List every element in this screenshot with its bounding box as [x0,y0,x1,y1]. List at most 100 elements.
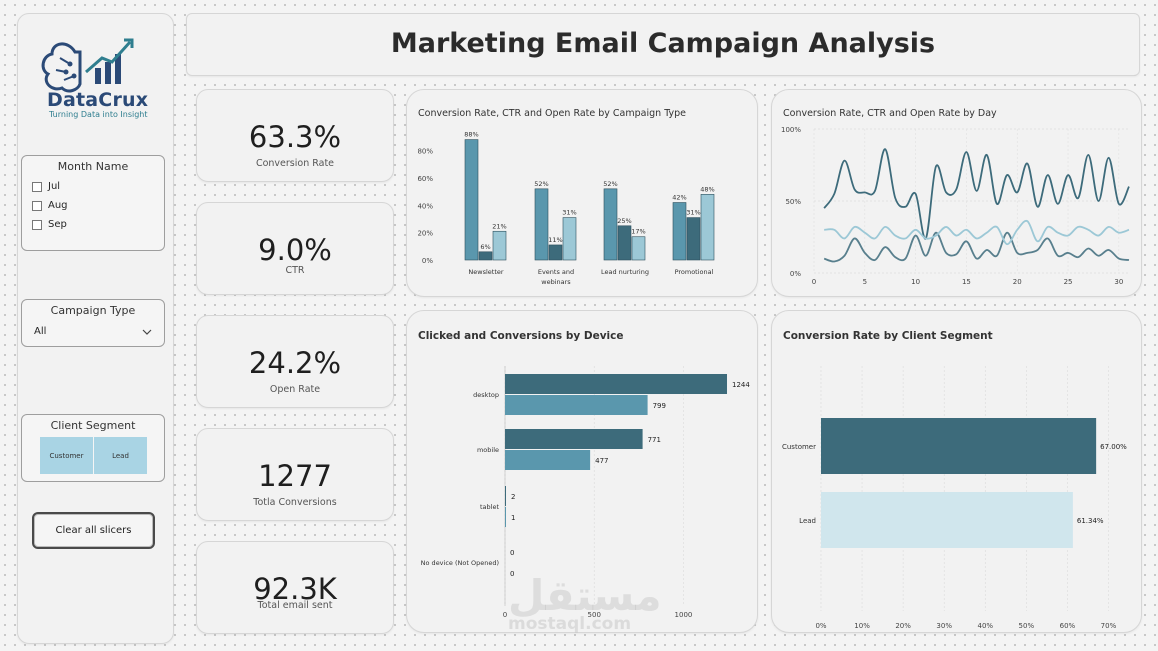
y-tick-label: No device (Not Opened) [421,559,499,567]
month-slicer-title: Month Name [57,160,129,173]
kpi-value: 9.0% [258,233,332,267]
month-option-label: Aug [48,200,68,211]
data-label: 25% [617,217,631,225]
segment-slicer-title: Client Segment [50,419,136,432]
clear-all-slicers-button[interactable]: Clear all slicers [32,512,155,549]
checkbox-icon[interactable] [32,219,42,230]
bar [505,395,648,415]
data-label: 0 [510,570,514,578]
data-label: 48% [700,185,714,193]
bar [686,217,701,261]
bar [548,244,563,261]
series-line [823,231,1130,263]
kpi-total-email-sent: 92.3K Total email sent [196,541,394,634]
x-tick-label: 60% [1060,622,1076,630]
segment-tile-customer[interactable]: Customer [40,437,93,474]
x-tick-label: 500 [588,611,601,619]
bar [505,374,728,394]
x-tick-label: Promotional [675,268,714,276]
checkbox-icon[interactable] [32,200,42,211]
brand-tagline: Turning Data into Insight [49,110,148,119]
month-option-label: Sep [48,219,67,230]
data-label: 31% [562,209,576,217]
data-label: 2 [511,493,515,501]
kpi-label: Totla Conversions [253,497,337,508]
bar [603,188,618,261]
data-label: 17% [631,228,645,236]
kpi-total-conversions: 1277 Totla Conversions [196,428,394,521]
chart-title: Clicked and Conversions by Device [418,330,624,342]
x-tick-label: 50% [1019,622,1035,630]
x-tick-label: 20% [895,622,911,630]
y-tick-label: Customer [782,443,816,451]
bar [505,429,643,449]
segment-bar-chart: 0% 10% 20% 30% 40% 50% 60% 70% Customer 67.00% Lea… [782,366,1127,630]
y-tick-label: 40% [417,202,433,210]
checkbox-icon[interactable] [32,181,42,192]
series-line [824,219,1130,246]
x-tick-label: 25 [1064,278,1073,286]
x-tick-label: 0 [812,278,816,286]
month-option-jul[interactable]: Jul [22,177,164,196]
data-label: 799 [653,402,666,410]
segment-tile-lead[interactable]: Lead [94,437,147,474]
month-slicer: Month Name Jul Aug Sep [21,155,165,251]
x-tick-label: 70% [1101,622,1117,630]
x-tick-label: 30 [1114,278,1123,286]
x-tick-label: 15 [962,278,971,286]
daily-line-chart: 0% 50% 100% 0 5 10 15 20 25 30 [781,126,1130,286]
data-label: 61.34% [1077,517,1104,525]
bar [505,507,506,527]
bar [821,492,1073,548]
x-tick-label: Newsletter [468,268,503,276]
kpi-conversion-rate: 63.3% Conversion Rate [196,89,394,182]
month-option-aug[interactable]: Aug [22,196,164,215]
watermark-arabic: مستقل [508,571,662,620]
x-tick-label: 10 [911,278,920,286]
bar [562,217,577,261]
segment-chart-card: Conversion Rate by Client Segment 0% 10% 2… [771,310,1142,633]
y-tick-label: mobile [477,446,499,454]
campaign-type-dropdown[interactable]: All [30,322,156,341]
device-chart-card: Clicked and Conversions by Device 0 500 1 0… [406,310,758,633]
data-label: 21% [492,222,506,230]
daily-chart-card: Conversion Rate, CTR and Open Rate by Da… [771,89,1142,297]
x-tick-label: Lead nurturing [601,268,649,276]
data-label: 1244 [732,381,750,389]
y-tick-label: Lead [799,517,816,525]
kpi-ctr: 9.0% CTR [196,202,394,295]
data-label: 67.00% [1100,443,1127,451]
bar [505,486,506,506]
kpi-value: 24.2% [248,346,342,380]
data-label: 1 [511,514,515,522]
bar [492,230,507,261]
y-tick-label: 50% [785,198,801,206]
kpi-value: 63.3% [248,120,342,154]
data-label: 88% [464,131,478,139]
client-segment-slicer: Client Segment Customer Lead [21,414,165,482]
brain-growth-chart-icon [41,38,134,93]
data-label: 11% [548,236,562,244]
y-tick-label: 0% [422,257,433,265]
campaign-type-chart: 0% 20% 40% 60% 80% 88% 6% 21% Newsletter 52% 11% 31… [417,131,714,286]
kpi-label: Conversion Rate [255,158,335,169]
bar [505,450,591,470]
campaign-type-chart-card: Conversion Rate, CTR and Open Rate by Ca… [406,89,758,297]
bar [672,202,687,261]
chart-title: Conversion Rate, CTR and Open Rate by Ca… [418,108,687,119]
data-label: 0 [510,549,514,557]
month-option-label: Jul [48,181,61,192]
bar [478,251,493,261]
kpi-label: Total email sent [257,600,333,611]
data-label: 477 [595,457,608,465]
title-banner: Marketing Email Campaign Analysis [186,13,1140,76]
bar [631,236,646,261]
data-label: 52% [534,180,548,188]
x-tick-label: 0 [503,611,507,619]
bar [821,418,1097,474]
kpi-open-rate: 24.2% Open Rate [196,315,394,408]
month-option-sep[interactable]: Sep [22,215,164,234]
y-tick-label: desktop [473,391,499,399]
kpi-value: 92.3K [253,572,337,606]
bar [464,139,479,261]
